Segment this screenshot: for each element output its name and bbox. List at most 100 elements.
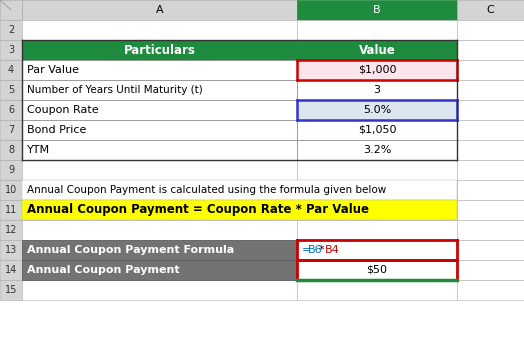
Bar bbox=[297, 100, 457, 120]
Bar bbox=[297, 220, 457, 240]
Text: Particulars: Particulars bbox=[124, 43, 195, 56]
Bar bbox=[457, 280, 524, 300]
Text: B6: B6 bbox=[308, 245, 323, 255]
Text: $50: $50 bbox=[366, 265, 388, 275]
Bar bbox=[22, 40, 297, 60]
Text: 5.0%: 5.0% bbox=[363, 105, 391, 115]
Bar bbox=[0, 20, 22, 40]
Text: 13: 13 bbox=[5, 245, 17, 255]
Bar bbox=[297, 0, 457, 20]
Text: Annual Coupon Payment is calculated using the formula given below: Annual Coupon Payment is calculated usin… bbox=[27, 185, 386, 195]
Bar bbox=[22, 200, 457, 220]
Bar bbox=[0, 60, 22, 80]
Text: A: A bbox=[156, 5, 163, 15]
Bar bbox=[22, 120, 297, 140]
Text: Annual Coupon Payment Formula: Annual Coupon Payment Formula bbox=[27, 245, 234, 255]
Bar bbox=[22, 80, 297, 100]
Bar bbox=[0, 80, 22, 100]
Text: 6: 6 bbox=[8, 105, 14, 115]
Text: C: C bbox=[487, 5, 494, 15]
Text: Par Value: Par Value bbox=[27, 65, 79, 75]
Bar bbox=[22, 120, 297, 140]
Bar bbox=[457, 100, 524, 120]
Text: $1,000: $1,000 bbox=[358, 65, 396, 75]
Text: Number of Years Until Maturity (t): Number of Years Until Maturity (t) bbox=[27, 85, 203, 95]
Text: Bond Price: Bond Price bbox=[27, 125, 86, 135]
Bar bbox=[297, 240, 457, 260]
Bar bbox=[297, 60, 457, 80]
Bar bbox=[22, 160, 297, 180]
Text: Value: Value bbox=[358, 43, 396, 56]
Bar bbox=[0, 260, 22, 280]
Bar bbox=[297, 120, 457, 140]
Bar bbox=[297, 200, 457, 220]
Bar bbox=[0, 0, 22, 20]
Bar bbox=[457, 20, 524, 40]
Bar bbox=[22, 180, 457, 200]
Bar bbox=[0, 140, 22, 160]
Bar bbox=[297, 280, 457, 300]
Text: 11: 11 bbox=[5, 205, 17, 215]
Bar bbox=[297, 80, 457, 100]
Bar bbox=[0, 160, 22, 180]
Text: 9: 9 bbox=[8, 165, 14, 175]
Bar bbox=[457, 80, 524, 100]
Bar bbox=[297, 140, 457, 160]
Text: 15: 15 bbox=[5, 285, 17, 295]
Bar bbox=[457, 0, 524, 20]
Bar bbox=[0, 200, 22, 220]
Bar bbox=[22, 200, 297, 220]
Text: 8: 8 bbox=[8, 145, 14, 155]
Bar bbox=[22, 140, 297, 160]
Bar bbox=[22, 20, 297, 40]
Bar bbox=[457, 240, 524, 260]
Bar bbox=[457, 180, 524, 200]
Bar bbox=[297, 260, 457, 280]
Bar bbox=[22, 220, 297, 240]
Text: 3.2%: 3.2% bbox=[363, 145, 391, 155]
Bar bbox=[0, 220, 22, 240]
Bar bbox=[457, 40, 524, 60]
Text: YTM: YTM bbox=[27, 145, 50, 155]
Bar bbox=[0, 40, 22, 60]
Bar bbox=[0, 120, 22, 140]
Bar bbox=[22, 140, 297, 160]
Text: 10: 10 bbox=[5, 185, 17, 195]
Text: 5: 5 bbox=[8, 85, 14, 95]
Bar bbox=[457, 220, 524, 240]
Bar bbox=[22, 60, 297, 80]
Text: B4: B4 bbox=[325, 245, 340, 255]
Text: B: B bbox=[373, 5, 381, 15]
Text: 14: 14 bbox=[5, 265, 17, 275]
Bar bbox=[0, 280, 22, 300]
Bar bbox=[297, 120, 457, 140]
Bar bbox=[22, 40, 297, 60]
Text: *: * bbox=[319, 245, 325, 255]
Bar bbox=[22, 180, 297, 200]
Bar bbox=[22, 0, 297, 20]
Bar bbox=[0, 240, 22, 260]
Text: =: = bbox=[302, 245, 311, 255]
Bar bbox=[22, 280, 297, 300]
Text: Annual Coupon Payment: Annual Coupon Payment bbox=[27, 265, 180, 275]
Bar bbox=[297, 60, 457, 80]
Bar bbox=[297, 140, 457, 160]
Bar bbox=[297, 180, 457, 200]
Bar bbox=[297, 40, 457, 60]
Bar bbox=[297, 40, 457, 60]
Bar bbox=[0, 180, 22, 200]
Bar bbox=[457, 160, 524, 180]
Bar bbox=[22, 60, 297, 80]
Bar bbox=[297, 80, 457, 100]
Bar bbox=[297, 160, 457, 180]
Text: $1,050: $1,050 bbox=[358, 125, 396, 135]
Text: 4: 4 bbox=[8, 65, 14, 75]
Bar bbox=[457, 60, 524, 80]
Bar bbox=[457, 260, 524, 280]
Text: 2: 2 bbox=[8, 25, 14, 35]
Text: 3: 3 bbox=[374, 85, 380, 95]
Bar bbox=[0, 100, 22, 120]
Text: 12: 12 bbox=[5, 225, 17, 235]
Bar bbox=[297, 20, 457, 40]
Bar bbox=[22, 240, 297, 260]
